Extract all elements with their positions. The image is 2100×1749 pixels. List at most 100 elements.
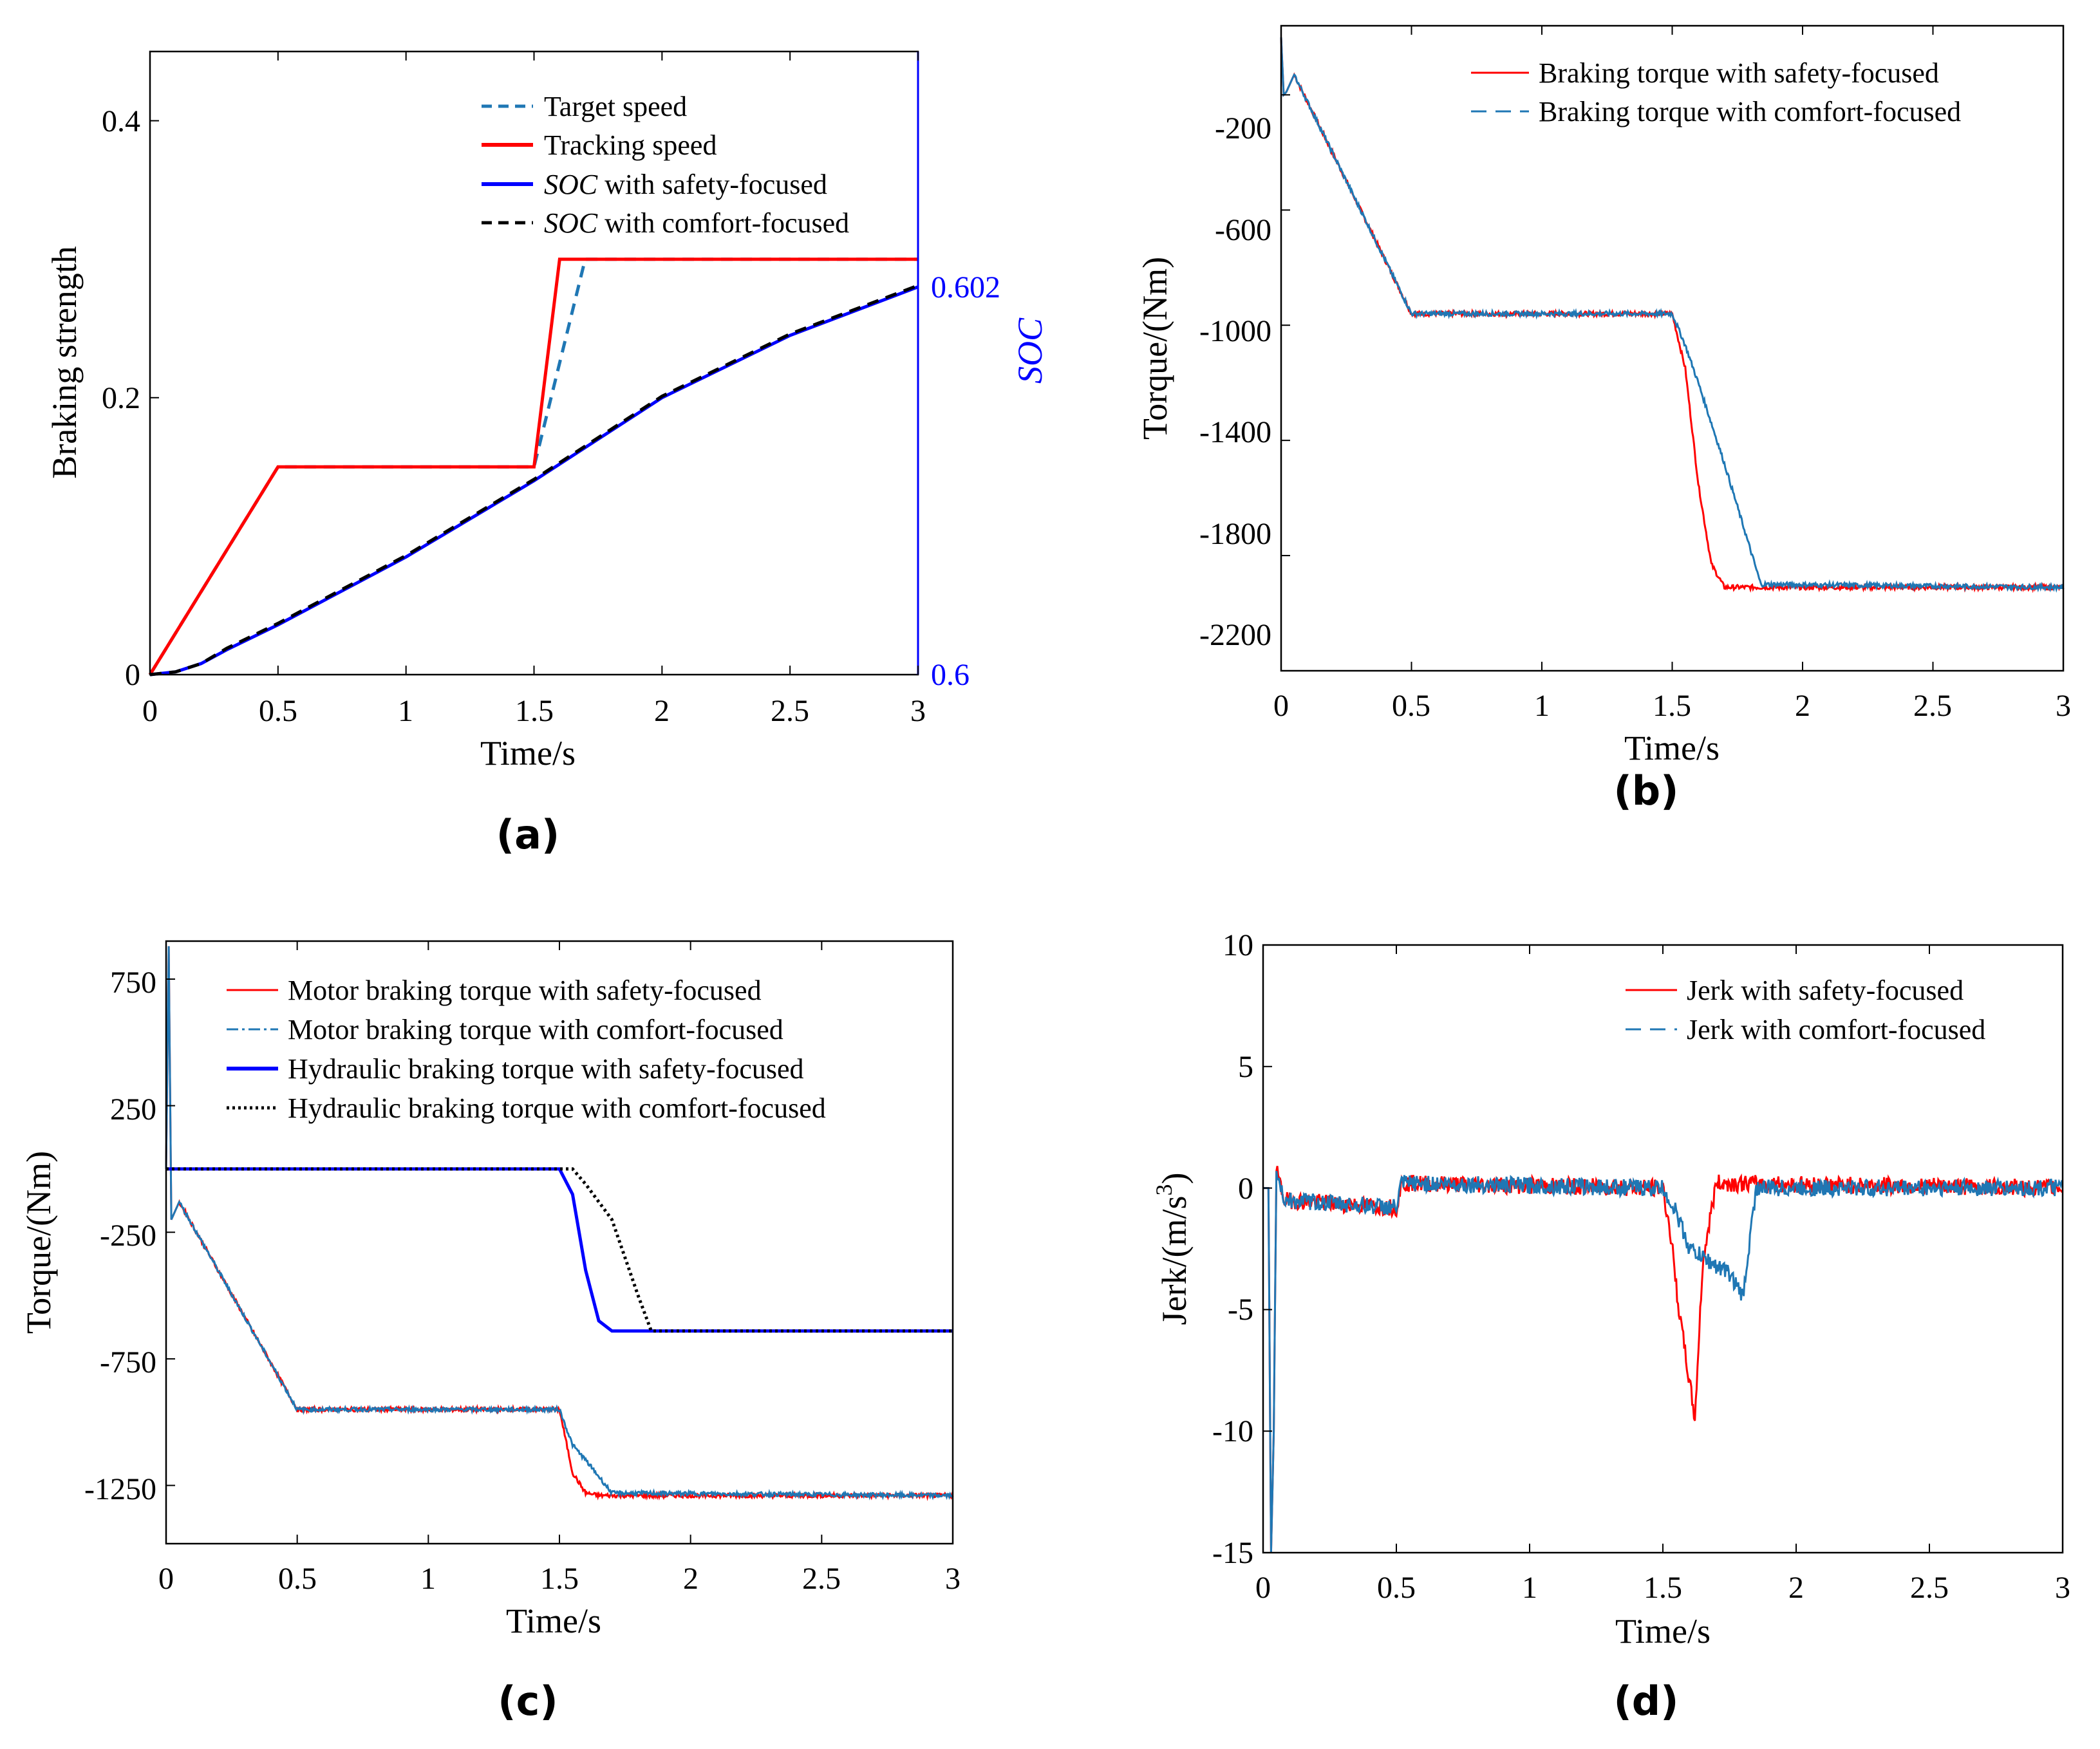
x-tick-label: 3	[2056, 689, 2071, 723]
x-axis-label: Time/s	[1615, 1612, 1711, 1651]
y-tick-label: -1400	[1199, 415, 1271, 449]
series-line-a-3	[149, 284, 919, 677]
legend: Braking torque with safety-focused Braki…	[1471, 57, 1961, 127]
series-line-a-1	[148, 257, 918, 676]
panel-d-plot-lines	[1263, 1166, 2063, 1553]
y-tick-label: -15	[1212, 1536, 1253, 1570]
panel-a-plot-lines	[148, 257, 919, 677]
legend-label: SOC with safety-focused	[544, 169, 827, 200]
y-tick-label: -1800	[1199, 517, 1271, 551]
panel-d-ticks	[1262, 944, 2063, 1553]
y-tick-label: -10	[1212, 1414, 1253, 1448]
x-tick-label: 1.5	[515, 694, 554, 728]
legend-label: Jerk with comfort-focused	[1687, 1014, 1985, 1045]
panel-b-ticks	[1280, 26, 2064, 671]
legend-label: Tracking speed	[544, 129, 717, 161]
x-tick-label: 2.5	[1913, 689, 1952, 723]
legend-label: Braking torque with comfort-focused	[1539, 96, 1961, 127]
x-tick-label: 2	[1788, 1571, 1804, 1605]
legend: Motor braking torque with safety-focused…	[227, 975, 826, 1124]
y-axis-label-sup: 3	[1151, 1184, 1177, 1196]
y-tick-label: 0.2	[102, 381, 140, 415]
x-tick-label: 2	[654, 694, 670, 728]
legend-label: Hydraulic braking torque with safety-foc…	[288, 1053, 804, 1085]
series-line-c-3	[166, 1167, 953, 1333]
y2-tick-label: 0.602	[931, 270, 1000, 304]
panel-c: 0 0.5 1 1.5 2 2.5 3 750 250 -250 -750 -1…	[19, 940, 961, 1725]
x-tick-label: 1	[1534, 689, 1550, 723]
legend-label: Target speed	[544, 91, 687, 122]
panel-c-plot-lines	[165, 946, 954, 1501]
panel-caption: (b)	[1613, 767, 1678, 814]
y-tick-label: -1000	[1199, 314, 1271, 348]
x-tick-label: 1.5	[540, 1562, 579, 1596]
panel-c-ticks	[165, 941, 953, 1544]
y-axis-label-main: Jerk/(m/s	[1155, 1196, 1194, 1325]
series-line-c-2	[166, 1167, 953, 1333]
x-tick-label: 0.5	[259, 694, 297, 728]
x-tick-label: 3	[945, 1562, 961, 1596]
panel-b-plot-lines	[1280, 37, 2065, 594]
x-tick-label: 2	[1795, 689, 1810, 723]
x-tick-label: 0.5	[1377, 1571, 1416, 1605]
panel-a-frame	[149, 50, 919, 676]
x-tick-label: 1.5	[1644, 1571, 1682, 1605]
x-tick-label: 2.5	[1910, 1571, 1949, 1605]
y2-tick-label: 0.6	[931, 658, 970, 692]
x-axis-label: Time/s	[480, 734, 576, 772]
x-tick-label: 0	[1255, 1571, 1271, 1605]
legend-label: Motor braking torque with comfort-focuse…	[288, 1014, 783, 1045]
legend-label-rest: with safety-focused	[597, 169, 827, 200]
panel-caption: (a)	[496, 811, 560, 858]
series-line-b-1	[1280, 37, 2064, 593]
y2-axis-label: SOC	[1011, 317, 1049, 384]
legend: Jerk with safety-focused Jerk with comfo…	[1626, 975, 1985, 1045]
x-axis-label: Time/s	[506, 1602, 601, 1640]
x-tick-label: 2	[683, 1562, 698, 1596]
x-tick-label: 1.5	[1653, 689, 1691, 723]
series-line-c-1	[165, 946, 953, 1501]
legend: Target speed Tracking speed SOC with saf…	[482, 91, 849, 239]
series-line-d-0	[1263, 1166, 2063, 1553]
y-axis-label: Braking strength	[45, 246, 84, 478]
x-tick-label: 1	[1522, 1571, 1537, 1605]
legend-label: Braking torque with safety-focused	[1539, 57, 1939, 89]
x-tick-label: 2.5	[771, 694, 809, 728]
legend-label: Jerk with safety-focused	[1687, 975, 1964, 1006]
y-tick-label: -750	[100, 1345, 156, 1380]
panel-b: 0 0.5 1 1.5 2 2.5 3 -200 -600 -1000 -140…	[1136, 24, 2071, 814]
y-tick-label: 0	[125, 658, 140, 692]
x-tick-label: 0	[158, 1562, 174, 1596]
y-tick-label: -2200	[1199, 618, 1271, 652]
y-axis-label: Jerk/(m/s3)	[1151, 1173, 1194, 1325]
panel-a-ticks	[149, 51, 919, 675]
legend-label: Motor braking torque with safety-focused	[288, 975, 762, 1006]
x-tick-label: 0.5	[278, 1562, 317, 1596]
panel-caption: (c)	[498, 1678, 558, 1725]
y-tick-label: 5	[1238, 1050, 1253, 1084]
x-tick-label: 1	[398, 694, 413, 728]
x-tick-label: 2.5	[802, 1562, 841, 1596]
y-tick-label: -250	[100, 1219, 156, 1253]
legend-label: SOC with comfort-focused	[544, 207, 849, 239]
y-tick-label: 250	[110, 1092, 156, 1127]
x-tick-label: 0	[1273, 689, 1289, 723]
y-tick-label: 750	[110, 966, 156, 1000]
panel-a: 0 0.5 1 1.5 2 2.5 3 0 0.2 0.4 0.6 0.602 …	[45, 50, 1049, 858]
x-tick-label: 1	[420, 1562, 436, 1596]
y-tick-label: 0.4	[102, 104, 140, 138]
legend-label-italic: SOC	[544, 169, 598, 200]
x-tick-label: 3	[910, 694, 926, 728]
y-tick-label: 0	[1238, 1172, 1253, 1206]
y-tick-label: -200	[1215, 111, 1271, 145]
y-tick-label: -600	[1215, 213, 1271, 247]
legend-label-rest: with comfort-focused	[597, 207, 849, 239]
y-axis-label-end: )	[1155, 1173, 1194, 1184]
y-tick-label: -5	[1228, 1293, 1253, 1327]
x-tick-label: 3	[2055, 1571, 2070, 1605]
y-tick-label: 10	[1223, 928, 1253, 962]
panel-caption: (d)	[1613, 1678, 1678, 1725]
y-axis-label: Torque/(Nm)	[19, 1151, 58, 1334]
series-line-d-1	[1263, 1171, 2063, 1553]
